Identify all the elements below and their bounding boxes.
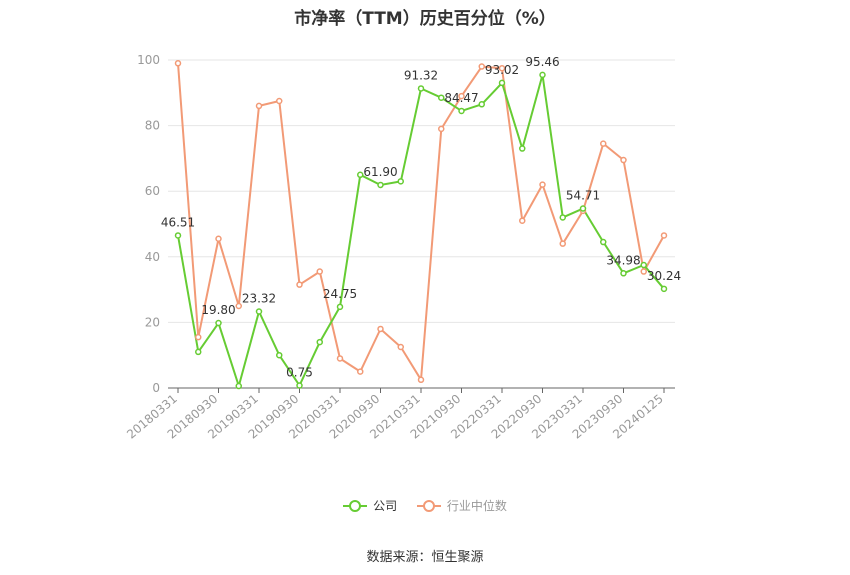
series-0-point-23	[640, 261, 647, 269]
series-1-point-3	[235, 302, 242, 310]
series-1-point-7	[316, 268, 323, 275]
chart-title: 市净率（TTM）历史百分位（%）	[294, 9, 556, 29]
series-0-point-15	[478, 101, 485, 108]
series-line-0	[177, 73, 665, 387]
series-0-point-13	[438, 94, 445, 101]
data-label-4: 23.32	[242, 292, 276, 306]
series-1-point-19	[559, 240, 566, 247]
series-1-point-8	[336, 355, 344, 362]
y-tick-label-100: 100	[137, 53, 160, 67]
series-1-point-6	[296, 281, 303, 288]
legend: 公司 行业中位数	[0, 497, 850, 515]
series-1-point-10	[377, 325, 384, 333]
series-0-point-9	[357, 171, 364, 179]
series-1-point-17	[519, 217, 526, 224]
series-0-point-11	[397, 178, 404, 185]
y-tick-label-60: 60	[145, 184, 160, 198]
series-0-point-8	[336, 303, 344, 311]
series-1-point-22	[620, 156, 627, 164]
series-0-point-14	[458, 107, 465, 115]
series-1-point-12	[417, 376, 425, 384]
y-tick-label-80: 80	[145, 119, 160, 133]
data-label-22: 34.98	[606, 253, 640, 267]
series-0-point-4	[255, 308, 263, 315]
data-label-6: 0.75	[286, 366, 313, 380]
data-label-20: 54.71	[566, 189, 600, 203]
series-0-point-3	[235, 382, 242, 390]
series-0-point-5	[276, 351, 283, 359]
legend-swatch-industry-median	[416, 499, 441, 512]
series-0-point-1	[195, 348, 202, 356]
data-label-14: 84.47	[444, 91, 478, 105]
legend-swatch-company	[343, 499, 368, 512]
series-1-point-2	[215, 235, 222, 243]
series-0-point-19	[559, 214, 566, 221]
series-0-point-22	[620, 270, 627, 277]
y-tick-label-20: 20	[145, 315, 160, 329]
legend-label-company: 公司	[373, 499, 398, 513]
legend-label-industry-median: 行业中位数	[446, 499, 507, 513]
data-label-0: 46.51	[161, 215, 195, 229]
series-0-point-6	[296, 382, 303, 389]
series-1-point-21	[600, 140, 607, 147]
data-label-8: 24.75	[323, 287, 357, 301]
series-1-point-11	[397, 343, 404, 351]
y-tick-label-0: 0	[152, 381, 160, 395]
legend-item-company[interactable]: 公司	[343, 497, 397, 514]
series-1-point-23	[640, 268, 647, 275]
series-0-point-0	[174, 232, 182, 239]
y-tick-label-40: 40	[145, 250, 160, 264]
series-0-point-20	[579, 205, 587, 212]
series-1-point-5	[276, 97, 283, 105]
series-0-point-7	[316, 338, 323, 346]
series-1-point-16	[498, 64, 506, 72]
data-label-2: 19.80	[201, 303, 235, 317]
series-1-point-4	[255, 102, 263, 110]
series-1-point-24	[660, 232, 668, 239]
series-1-point-18	[539, 181, 546, 188]
series-0-point-10	[377, 181, 384, 189]
series-1-point-15	[478, 63, 485, 70]
series-0-point-21	[600, 238, 607, 246]
series-0-point-17	[519, 145, 526, 152]
data-label-24: 30.24	[647, 269, 681, 283]
series-0-point-16	[498, 79, 506, 87]
data-label-16: 93.02	[485, 63, 519, 77]
series-1-point-0	[174, 60, 182, 67]
series-1-point-13	[438, 125, 445, 133]
series-0-point-12	[417, 85, 425, 92]
series-1-point-1	[195, 333, 202, 341]
data-source-note: 数据来源：恒生聚源	[366, 550, 484, 565]
series-0-point-18	[539, 71, 546, 79]
data-label-18: 95.46	[525, 55, 559, 69]
series-1-point-14	[458, 92, 465, 100]
legend-item-industry-median[interactable]: 行业中位数	[416, 497, 507, 514]
series-0-point-24	[660, 285, 668, 293]
data-label-10: 61.90	[363, 165, 397, 179]
series-0-point-2	[215, 319, 222, 327]
series-1-point-9	[357, 368, 364, 375]
data-label-12: 91.32	[404, 68, 438, 82]
